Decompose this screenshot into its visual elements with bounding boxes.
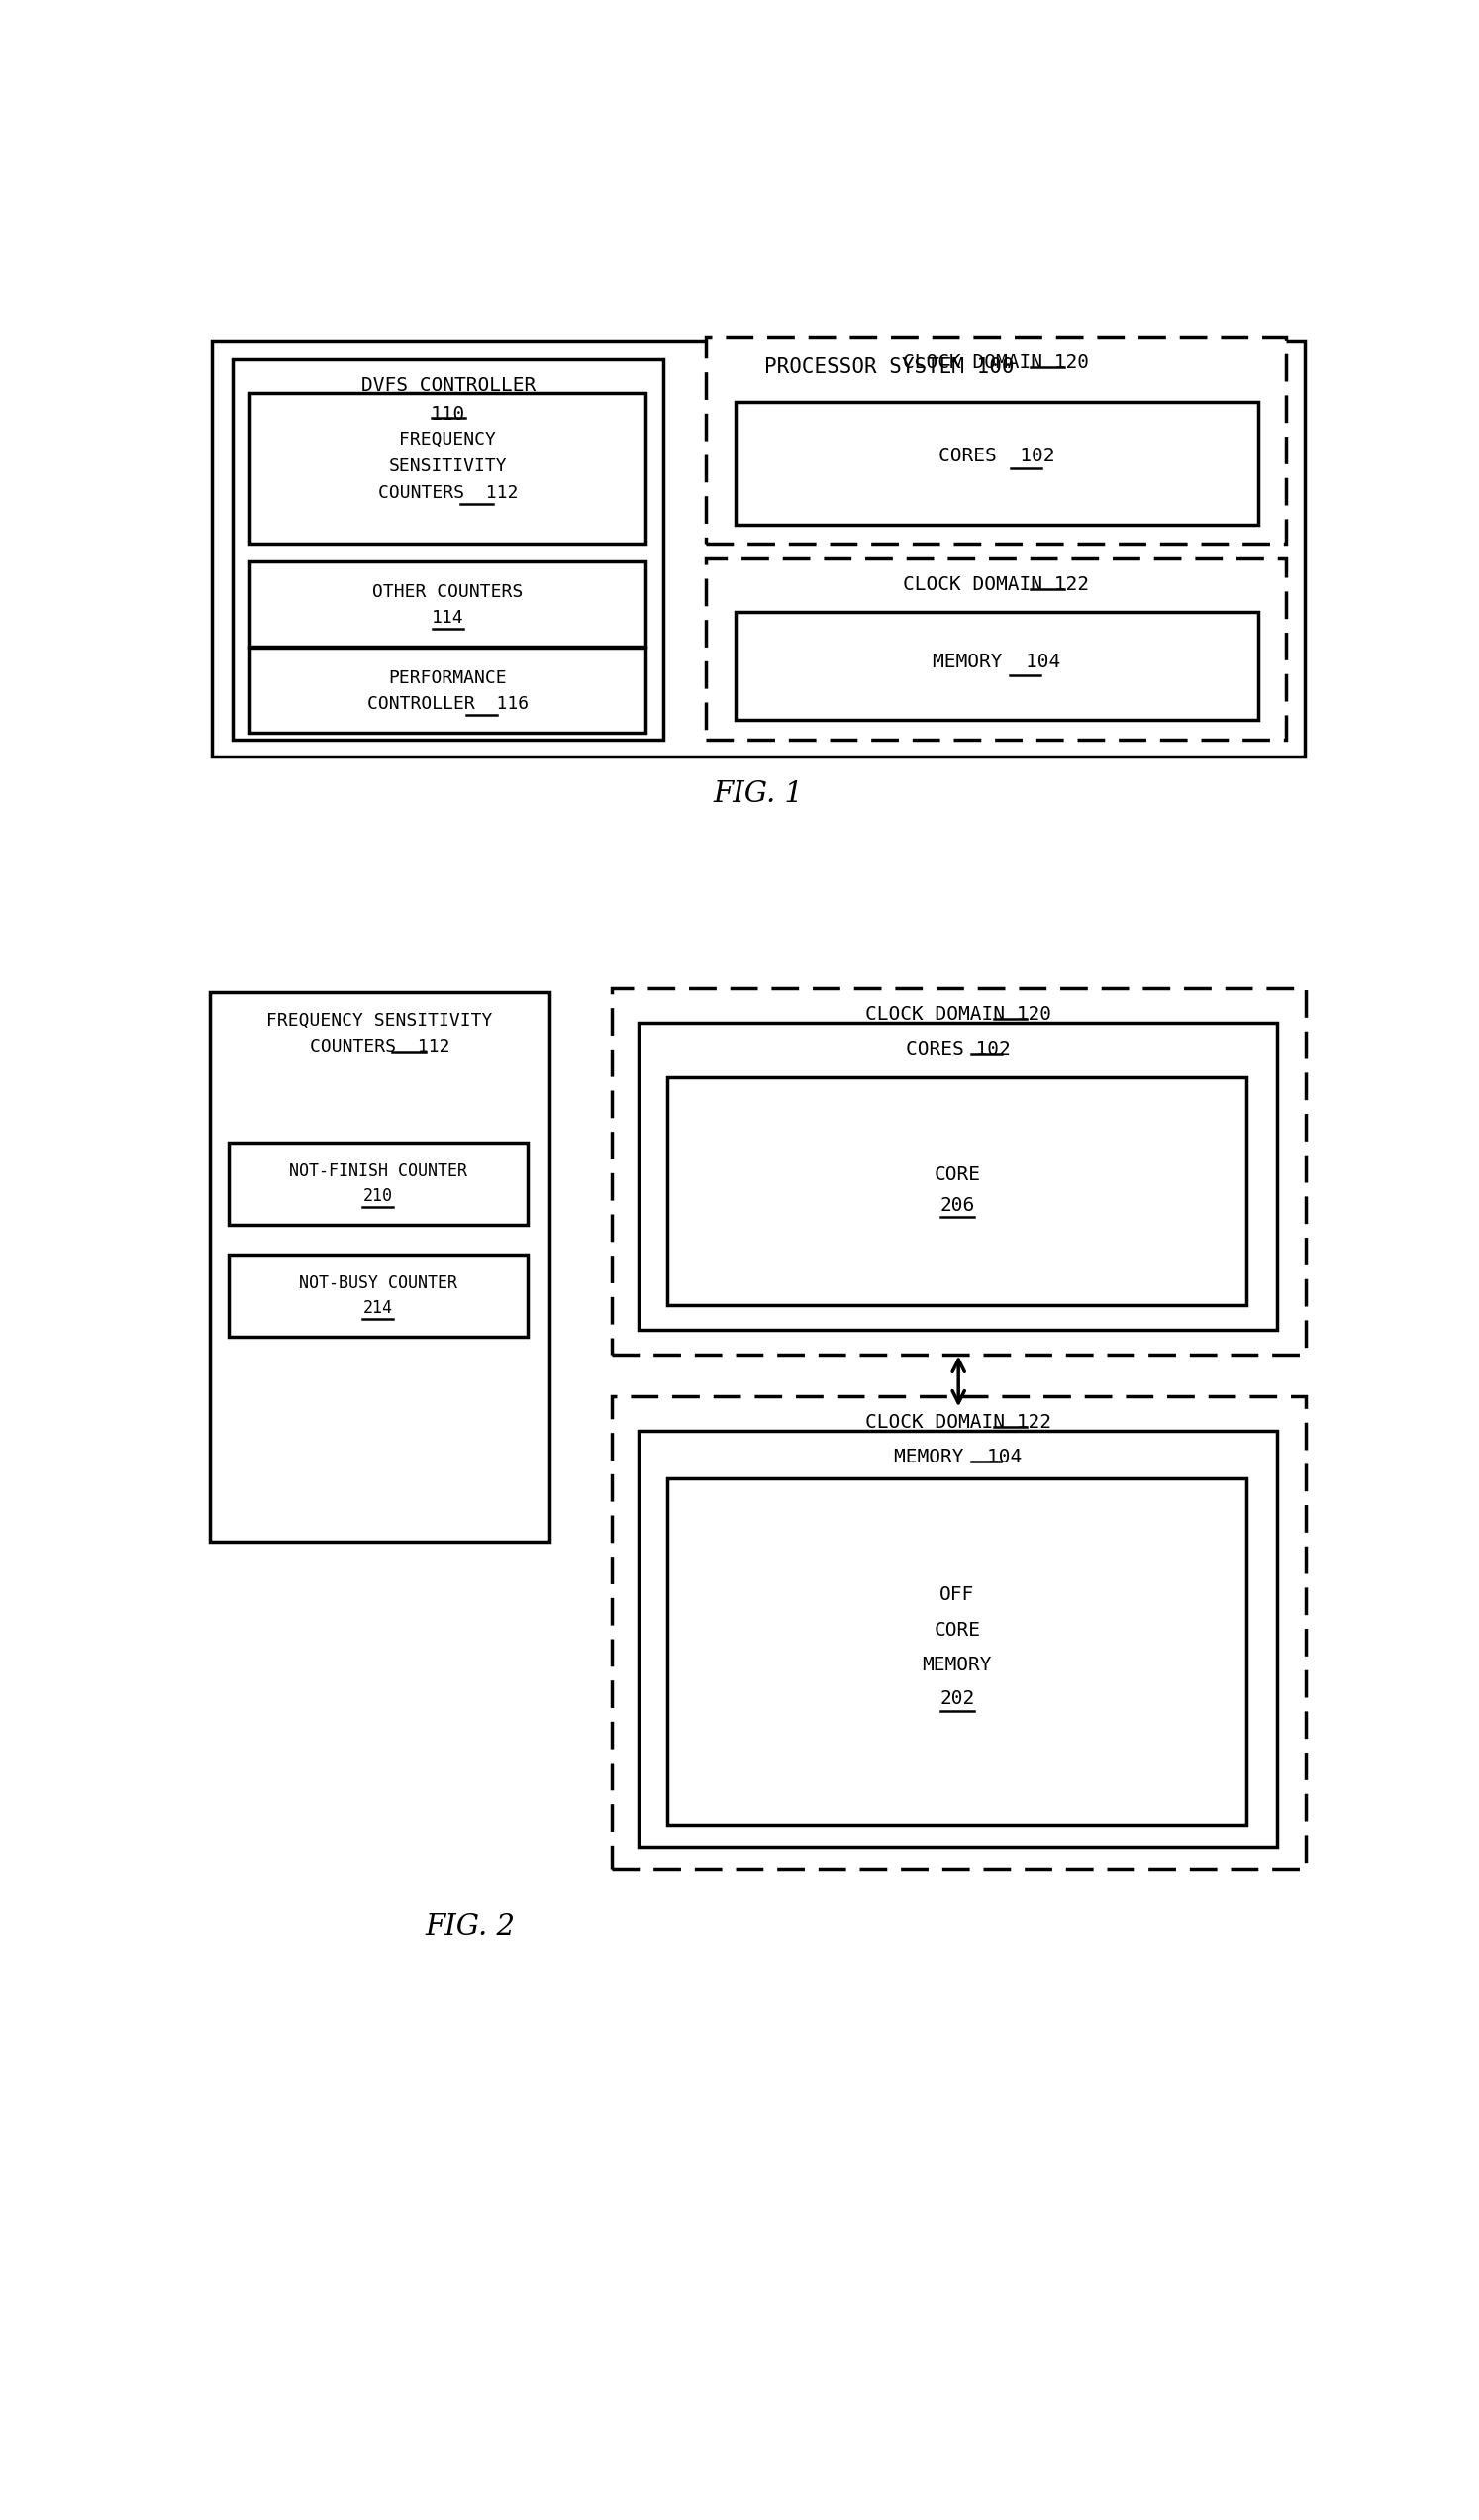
Text: CLOCK DOMAIN 122: CLOCK DOMAIN 122 [902, 575, 1089, 595]
FancyBboxPatch shape [737, 612, 1259, 721]
FancyBboxPatch shape [667, 1079, 1247, 1305]
FancyBboxPatch shape [250, 648, 646, 733]
Text: OFF: OFF [939, 1585, 975, 1603]
Text: CORES 102: CORES 102 [905, 1041, 1010, 1058]
Text: MEMORY  104: MEMORY 104 [933, 653, 1060, 673]
Text: CLOCK DOMAIN 120: CLOCK DOMAIN 120 [902, 353, 1089, 373]
FancyBboxPatch shape [705, 559, 1287, 738]
FancyBboxPatch shape [639, 1431, 1276, 1847]
FancyBboxPatch shape [737, 401, 1259, 524]
Text: DVFS CONTROLLER: DVFS CONTROLLER [361, 375, 535, 396]
Text: 206: 206 [939, 1194, 975, 1215]
FancyBboxPatch shape [667, 1479, 1247, 1824]
Text: PROCESSOR SYSTEM 100: PROCESSOR SYSTEM 100 [765, 358, 1015, 378]
Text: 114: 114 [432, 610, 464, 627]
Text: 214: 214 [364, 1300, 393, 1318]
Text: MEMORY  104: MEMORY 104 [893, 1446, 1022, 1467]
Text: CORES  102: CORES 102 [939, 446, 1055, 466]
Text: 202: 202 [939, 1688, 975, 1709]
FancyBboxPatch shape [228, 1255, 528, 1338]
Text: CONTROLLER  116: CONTROLLER 116 [367, 696, 528, 713]
FancyBboxPatch shape [639, 1023, 1276, 1331]
Text: FREQUENCY SENSITIVITY: FREQUENCY SENSITIVITY [266, 1011, 493, 1028]
Text: COUNTERS  112: COUNTERS 112 [309, 1038, 450, 1056]
Text: CLOCK DOMAIN 120: CLOCK DOMAIN 120 [865, 1005, 1052, 1023]
FancyBboxPatch shape [232, 360, 664, 738]
FancyBboxPatch shape [250, 562, 646, 648]
Text: FIG. 1: FIG. 1 [713, 781, 803, 809]
Text: 110: 110 [430, 406, 466, 423]
Text: FREQUENCY: FREQUENCY [399, 431, 495, 449]
Text: CLOCK DOMAIN 122: CLOCK DOMAIN 122 [865, 1414, 1052, 1431]
Text: PERFORMANCE: PERFORMANCE [389, 670, 507, 688]
Text: CORE: CORE [933, 1620, 981, 1641]
Text: NOT-BUSY COUNTER: NOT-BUSY COUNTER [299, 1275, 457, 1293]
FancyBboxPatch shape [211, 340, 1304, 756]
FancyBboxPatch shape [210, 993, 549, 1542]
Text: FIG. 2: FIG. 2 [426, 1913, 516, 1940]
Text: MEMORY: MEMORY [921, 1656, 992, 1676]
Text: CORE: CORE [933, 1164, 981, 1184]
FancyBboxPatch shape [612, 1396, 1306, 1870]
FancyBboxPatch shape [250, 393, 646, 544]
Text: NOT-FINISH COUNTER: NOT-FINISH COUNTER [288, 1162, 467, 1179]
Text: COUNTERS  112: COUNTERS 112 [377, 484, 518, 501]
Text: SENSITIVITY: SENSITIVITY [389, 459, 507, 476]
FancyBboxPatch shape [705, 338, 1287, 544]
Text: 210: 210 [364, 1187, 393, 1205]
Text: OTHER COUNTERS: OTHER COUNTERS [373, 582, 524, 602]
FancyBboxPatch shape [612, 988, 1306, 1356]
FancyBboxPatch shape [228, 1142, 528, 1225]
